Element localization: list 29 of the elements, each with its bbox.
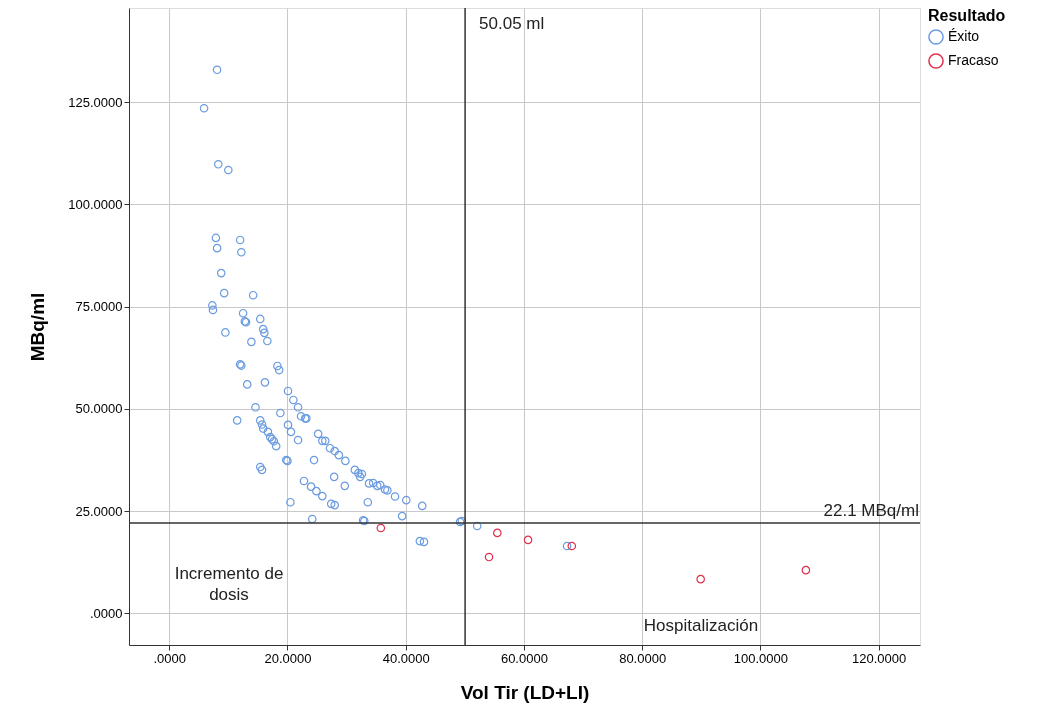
point [523, 535, 533, 545]
x-tick-label: 80.0000 [619, 650, 667, 666]
y-tick-label: 75.0000 [75, 299, 123, 315]
y-tick-label: 100.0000 [68, 196, 123, 212]
legend-label: Fracaso [948, 52, 999, 68]
x-tick-label: 20.0000 [264, 650, 312, 666]
point [376, 523, 386, 533]
x-axis-title: Vol Tir (LD+LI) [460, 681, 590, 703]
y-tick-label: 125.0000 [68, 94, 123, 110]
point [493, 528, 502, 538]
point [801, 565, 811, 575]
legend-title: Resultado [928, 7, 1006, 24]
x-tick-label: .0000 [153, 650, 186, 666]
legend-label: Éxito [948, 28, 980, 44]
x-tick-label: 60.0000 [500, 650, 548, 666]
y-tick-label: 25.0000 [75, 503, 123, 519]
point [484, 552, 494, 562]
point [696, 574, 705, 584]
y-axis-title: MBq/ml [27, 292, 49, 362]
ref-line-label: 22.1 MBq/ml [823, 501, 919, 521]
x-tick-label: 40.0000 [382, 650, 430, 666]
annotation: Hospitalización [643, 616, 759, 635]
point [567, 541, 577, 551]
y-tick-label: 50.0000 [75, 401, 123, 417]
annotation: Incremento de dosis [174, 564, 284, 604]
x-tick-label: 100.0000 [733, 650, 788, 666]
x-tick-label: 120.0000 [852, 650, 907, 666]
ref-line-label: 50.05 ml [479, 14, 545, 33]
y-tick-label: .0000 [89, 606, 123, 621]
